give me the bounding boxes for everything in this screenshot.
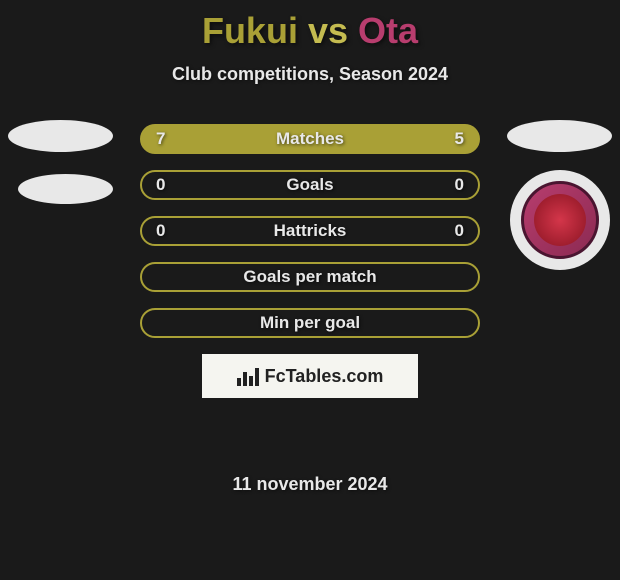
watermark: FcTables.com (202, 354, 418, 398)
stat-label: Goals per match (243, 267, 376, 287)
right-badge-group (507, 120, 612, 174)
stat-label: Matches (276, 129, 344, 149)
stat-label: Min per goal (260, 313, 360, 333)
stat-left-value: 7 (156, 129, 165, 149)
stat-row: Goals per match (140, 262, 480, 292)
club-badge (510, 170, 610, 270)
chart-icon-bar (249, 376, 253, 386)
player1-badge-placeholder-1 (8, 120, 113, 152)
stat-row: 7 Matches 5 (140, 124, 480, 154)
club-badge-center (534, 194, 586, 246)
chart-icon-bar (237, 378, 241, 386)
stat-right-value: 5 (455, 129, 464, 149)
stat-row: Min per goal (140, 308, 480, 338)
stat-right-value: 0 (455, 221, 464, 241)
watermark-text: FcTables.com (265, 366, 384, 387)
subtitle: Club competitions, Season 2024 (0, 64, 620, 85)
stat-bars: 7 Matches 5 0 Goals 0 0 Hattricks 0 Goals per mat… (140, 124, 480, 354)
chart-icon-bar (243, 372, 247, 386)
stat-row: 0 Hattricks 0 (140, 216, 480, 246)
stat-label: Hattricks (274, 221, 347, 241)
player1-badge-placeholder-2 (18, 174, 113, 204)
player2-badge-placeholder-1 (507, 120, 612, 152)
stat-row: 0 Goals 0 (140, 170, 480, 200)
stat-left-value: 0 (156, 175, 165, 195)
page-title: Fukui vs Ota (0, 0, 620, 52)
date-text: 11 november 2024 (0, 474, 620, 495)
stat-left-value: 0 (156, 221, 165, 241)
club-badge-inner (521, 181, 599, 259)
chart-icon-bar (255, 368, 259, 386)
player1-name: Fukui (202, 10, 298, 51)
left-badge-group (8, 120, 113, 226)
stat-label: Goals (286, 175, 333, 195)
vs-text: vs (308, 10, 348, 51)
chart-icon (237, 366, 259, 386)
player2-name: Ota (358, 10, 418, 51)
stat-right-value: 0 (455, 175, 464, 195)
